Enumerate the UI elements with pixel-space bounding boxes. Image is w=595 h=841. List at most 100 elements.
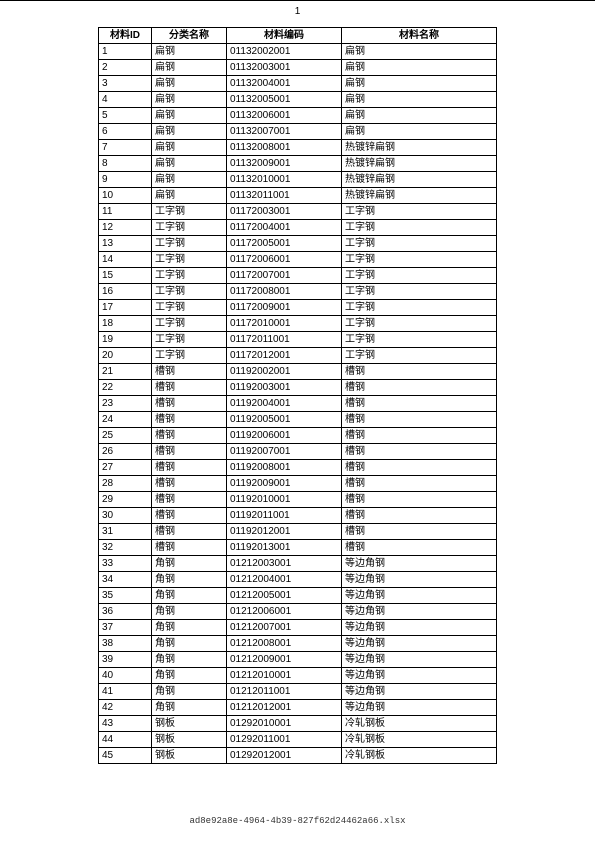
table-row: 18工字钢01172010001工字钢 xyxy=(99,316,497,332)
table-cell: 工字钢 xyxy=(342,236,497,252)
table-cell: 43 xyxy=(99,716,152,732)
table-cell: 角钢 xyxy=(152,572,227,588)
table-cell: 32 xyxy=(99,540,152,556)
table-row: 4扁钢01132005001扁钢 xyxy=(99,92,497,108)
table-cell: 01212009001 xyxy=(227,652,342,668)
table-row: 14工字钢01172006001工字钢 xyxy=(99,252,497,268)
table-row: 38角钢01212008001等边角钢 xyxy=(99,636,497,652)
table-cell: 等边角钢 xyxy=(342,668,497,684)
table-cell: 01212012001 xyxy=(227,700,342,716)
table-cell: 扁钢 xyxy=(152,60,227,76)
table-cell: 槽钢 xyxy=(342,364,497,380)
table-cell: 41 xyxy=(99,684,152,700)
table-cell: 01212010001 xyxy=(227,668,342,684)
table-cell: 01212006001 xyxy=(227,604,342,620)
header-material-name: 材料名称 xyxy=(342,28,497,44)
table-cell: 槽钢 xyxy=(342,396,497,412)
table-cell: 槽钢 xyxy=(152,460,227,476)
table-cell: 01192012001 xyxy=(227,524,342,540)
table-cell: 冷轧钢板 xyxy=(342,716,497,732)
table-cell: 槽钢 xyxy=(152,492,227,508)
table-row: 27槽钢01192008001槽钢 xyxy=(99,460,497,476)
table-cell: 角钢 xyxy=(152,604,227,620)
table-cell: 13 xyxy=(99,236,152,252)
table-cell: 工字钢 xyxy=(342,252,497,268)
table-cell: 35 xyxy=(99,588,152,604)
table-cell: 槽钢 xyxy=(152,412,227,428)
table-cell: 01172007001 xyxy=(227,268,342,284)
table-cell: 扁钢 xyxy=(342,76,497,92)
table-cell: 钢板 xyxy=(152,716,227,732)
table-cell: 工字钢 xyxy=(152,268,227,284)
table-row: 23槽钢01192004001槽钢 xyxy=(99,396,497,412)
table-cell: 槽钢 xyxy=(342,428,497,444)
table-cell: 3 xyxy=(99,76,152,92)
header-category: 分类名称 xyxy=(152,28,227,44)
table-cell: 扁钢 xyxy=(342,108,497,124)
table-cell: 01212004001 xyxy=(227,572,342,588)
table-cell: 槽钢 xyxy=(152,444,227,460)
table-cell: 01132010001 xyxy=(227,172,342,188)
table-cell: 角钢 xyxy=(152,700,227,716)
table-cell: 工字钢 xyxy=(152,252,227,268)
table-cell: 17 xyxy=(99,300,152,316)
table-cell: 等边角钢 xyxy=(342,684,497,700)
table-cell: 角钢 xyxy=(152,588,227,604)
table-cell: 01172003001 xyxy=(227,204,342,220)
table-cell: 扁钢 xyxy=(342,124,497,140)
table-cell: 工字钢 xyxy=(342,332,497,348)
table-row: 8扁钢01132009001热镀锌扁钢 xyxy=(99,156,497,172)
table-cell: 16 xyxy=(99,284,152,300)
table-cell: 工字钢 xyxy=(152,332,227,348)
table-cell: 01192007001 xyxy=(227,444,342,460)
table-cell: 01192003001 xyxy=(227,380,342,396)
table-cell: 33 xyxy=(99,556,152,572)
table-cell: 01192013001 xyxy=(227,540,342,556)
table-cell: 01172008001 xyxy=(227,284,342,300)
table-cell: 扁钢 xyxy=(152,108,227,124)
table-row: 33角钢01212003001等边角钢 xyxy=(99,556,497,572)
table-cell: 角钢 xyxy=(152,636,227,652)
table-cell: 20 xyxy=(99,348,152,364)
table-cell: 01172004001 xyxy=(227,220,342,236)
table-cell: 39 xyxy=(99,652,152,668)
table-row: 39角钢01212009001等边角钢 xyxy=(99,652,497,668)
table-row: 1扁钢01132002001扁钢 xyxy=(99,44,497,60)
table-cell: 等边角钢 xyxy=(342,588,497,604)
table-cell: 槽钢 xyxy=(342,444,497,460)
table-cell: 01172006001 xyxy=(227,252,342,268)
table-cell: 等边角钢 xyxy=(342,620,497,636)
table-cell: 14 xyxy=(99,252,152,268)
table-cell: 扁钢 xyxy=(152,76,227,92)
table-row: 24槽钢01192005001槽钢 xyxy=(99,412,497,428)
materials-table: 材料ID 分类名称 材料编码 材料名称 1扁钢01132002001扁钢2扁钢0… xyxy=(98,27,497,764)
table-cell: 26 xyxy=(99,444,152,460)
table-cell: 01212011001 xyxy=(227,684,342,700)
table-cell: 扁钢 xyxy=(342,92,497,108)
table-cell: 工字钢 xyxy=(152,236,227,252)
table-cell: 01132002001 xyxy=(227,44,342,60)
table-cell: 扁钢 xyxy=(152,172,227,188)
table-cell: 角钢 xyxy=(152,556,227,572)
table-cell: 01192002001 xyxy=(227,364,342,380)
table-cell: 等边角钢 xyxy=(342,572,497,588)
table-cell: 扁钢 xyxy=(342,60,497,76)
table-row: 9扁钢01132010001热镀锌扁钢 xyxy=(99,172,497,188)
table-cell: 角钢 xyxy=(152,668,227,684)
table-cell: 槽钢 xyxy=(342,412,497,428)
table-cell: 钢板 xyxy=(152,732,227,748)
table-cell: 槽钢 xyxy=(342,540,497,556)
table-row: 32槽钢01192013001槽钢 xyxy=(99,540,497,556)
table-row: 44钢板01292011001冷轧钢板 xyxy=(99,732,497,748)
table-cell: 34 xyxy=(99,572,152,588)
table-cell: 45 xyxy=(99,748,152,764)
table-cell: 工字钢 xyxy=(152,220,227,236)
table-cell: 01132007001 xyxy=(227,124,342,140)
table-cell: 29 xyxy=(99,492,152,508)
table-cell: 38 xyxy=(99,636,152,652)
table-cell: 12 xyxy=(99,220,152,236)
table-cell: 扁钢 xyxy=(152,156,227,172)
table-row: 20工字钢01172012001工字钢 xyxy=(99,348,497,364)
table-cell: 冷轧钢板 xyxy=(342,732,497,748)
table-cell: 11 xyxy=(99,204,152,220)
